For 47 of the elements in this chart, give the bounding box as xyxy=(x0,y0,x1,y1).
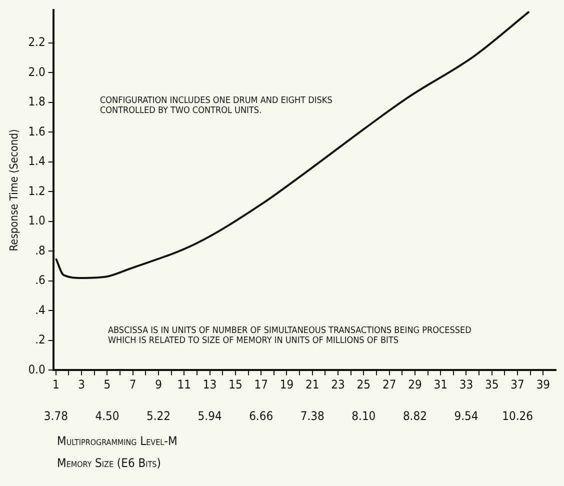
x-tick-label: 33 xyxy=(459,378,474,392)
y-tick-label: 1.8 xyxy=(28,94,46,109)
x2-tick-label: 4.50 xyxy=(95,408,120,423)
x-tick-label: 39 xyxy=(536,378,550,392)
y-tick-label: 2.2 xyxy=(28,35,46,50)
x-tick-label: 21 xyxy=(306,378,320,392)
x-axis-title: Multiprogramming Level-M xyxy=(57,434,178,448)
x2-tick-label: 3.78 xyxy=(44,408,68,423)
y-tick-label: 1.0 xyxy=(28,214,46,228)
annotation: ABSCISSA IS IN UNITS OF NUMBER OF SIMULTANEOUS TRANSACTIONS BEING PROCESSED WHICH IS RELATED TO SIZE OF MEMORY IN UNITS OF MILLIONS OF BITS xyxy=(108,326,472,346)
x-tick-label: 17 xyxy=(254,378,268,392)
annotation: CONFIGURATION INCLUDES ONE DRUM AND EIGHT DISKS CONTROLLED BY TWO CONTROL UNITS. xyxy=(100,96,334,116)
x-tick-label: 27 xyxy=(382,378,396,392)
x-tick-label: 9 xyxy=(155,378,162,392)
y-tick-label: .6 xyxy=(35,273,46,288)
x-tick-label: 29 xyxy=(408,378,422,392)
x-tick-label: 15 xyxy=(228,378,242,392)
y-tick-label: 1.6 xyxy=(28,124,46,138)
x-tick-label: 23 xyxy=(331,378,345,392)
x2-tick-label: 7.38 xyxy=(300,408,325,423)
x-tick-label: 7 xyxy=(129,378,136,392)
y-tick-label: 2.0 xyxy=(28,64,46,79)
x-tick-label: 11 xyxy=(177,378,192,392)
y-tick-label: 0.0 xyxy=(28,362,46,376)
x-tick-label: 31 xyxy=(434,378,448,392)
x-tick-label: 35 xyxy=(485,378,499,392)
y-tick-label: 1.2 xyxy=(28,184,46,198)
y-tick-label: 1.4 xyxy=(28,154,46,168)
y-tick-label: .2 xyxy=(35,332,46,347)
x2-tick-label: 6.66 xyxy=(249,408,274,423)
x-tick-label: 19 xyxy=(280,378,294,392)
x-tick-label: 37 xyxy=(510,378,524,392)
x2-axis-title: Memory Size (E6 Bits) xyxy=(57,456,161,470)
y-tick-label: .8 xyxy=(35,243,46,258)
x2-tick-label: 5.22 xyxy=(146,408,171,423)
x2-tick-label: 8.82 xyxy=(402,408,427,423)
x2-tick-label: 5.94 xyxy=(198,408,222,423)
x2-tick-label: 9.54 xyxy=(454,408,478,423)
x-tick-label: 5 xyxy=(104,378,111,392)
x-tick-label: 1 xyxy=(52,378,60,392)
x2-tick-label: 8.10 xyxy=(352,408,376,423)
x-tick-label: 3 xyxy=(78,378,86,392)
x-tick-label: 13 xyxy=(202,378,217,392)
x2-tick-label: 10.26 xyxy=(502,408,534,423)
y-axis-title: Response Time (Second) xyxy=(7,129,20,252)
x-tick-label: 25 xyxy=(356,378,371,392)
y-tick-label: .4 xyxy=(35,302,46,317)
